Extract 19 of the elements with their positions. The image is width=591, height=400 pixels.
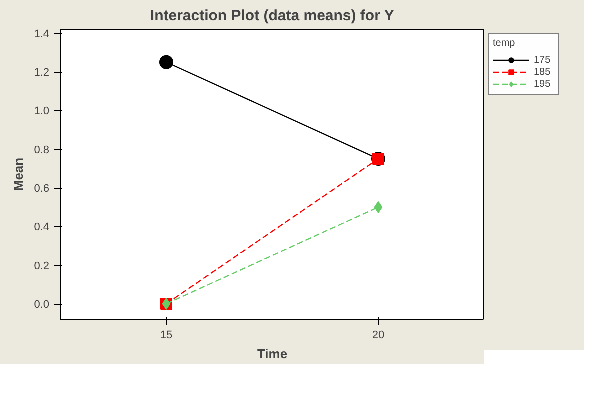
chart-title: Interaction Plot (data means) for Y bbox=[150, 8, 394, 24]
point bbox=[374, 201, 383, 214]
legend-title: temp bbox=[493, 38, 516, 49]
y-tick-label: 1.0 bbox=[34, 106, 50, 118]
y-axis-title: Mean bbox=[11, 158, 26, 192]
y-tick-label: 1.2 bbox=[34, 67, 50, 80]
legend-label: 175 bbox=[534, 54, 552, 66]
legend-label: 185 bbox=[534, 66, 552, 78]
x-axis-title: Time bbox=[257, 346, 288, 362]
y-tick-label: 1.4 bbox=[34, 28, 50, 40]
legend-label: 195 bbox=[534, 78, 552, 90]
x-tick-label: 20 bbox=[372, 330, 385, 342]
y-tick-label: 0.2 bbox=[34, 260, 50, 272]
x-tick-label: 15 bbox=[160, 330, 173, 342]
y-tick-label: 0.6 bbox=[34, 183, 50, 196]
y-tick-label: 0.8 bbox=[34, 144, 50, 156]
y-tick-label: 0.4 bbox=[34, 222, 50, 234]
point bbox=[160, 55, 174, 70]
y-tick-label: 0.0 bbox=[34, 299, 50, 312]
